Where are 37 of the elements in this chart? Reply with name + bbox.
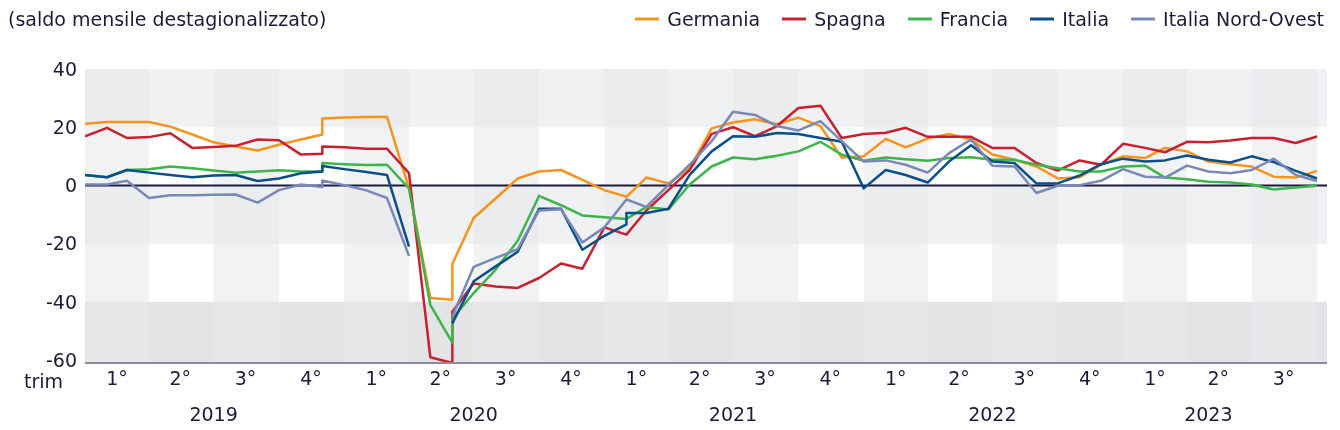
y-tick-label: 0 (64, 174, 77, 197)
x-tick-label: 1° (1144, 367, 1166, 389)
y-tick-label: 40 (52, 57, 77, 80)
x-tick-label: 2° (429, 367, 452, 389)
x-tick-label: 3° (754, 367, 776, 389)
y-tick-label: -40 (45, 290, 77, 313)
x-tick-label: 4° (819, 367, 842, 389)
legend-label: Italia Nord-Ovest (1163, 8, 1324, 30)
x-tick-label: 1° (884, 367, 907, 389)
x-tick-label: 4° (560, 367, 582, 389)
x-axis-title: trim (24, 370, 64, 392)
x2-tick-label: 2023 (1184, 403, 1233, 425)
legend-label: Italia (1062, 8, 1110, 30)
x-tick-label: 2° (1207, 367, 1230, 389)
x-tick-label: 3° (1272, 367, 1295, 389)
x-tick-label: 2° (169, 367, 192, 389)
y-axis-title: (saldo mensile destagionalizzato) (8, 8, 327, 30)
x-tick-label: 4° (1078, 367, 1101, 389)
x-tick-label: 2° (688, 367, 711, 389)
x-tick-label: 4° (300, 367, 322, 389)
legend-label: Francia (939, 8, 1009, 30)
x-tick-label: 1° (365, 367, 388, 389)
y-tick-label: 20 (52, 115, 77, 138)
x-tick-label: 1° (625, 367, 648, 389)
x-tick-label: 3° (234, 367, 257, 389)
x-tick-label: 1° (106, 367, 128, 389)
x2-tick-label: 2020 (449, 403, 498, 425)
x-tick-label: 2° (948, 367, 970, 389)
x2-tick-label: 2022 (968, 403, 1017, 425)
x-tick-label: 3° (494, 367, 517, 389)
y-tick-label: -60 (45, 348, 77, 371)
legend-label: Germania (667, 8, 761, 30)
legend-label: Spagna (814, 8, 886, 30)
x2-tick-label: 2019 (189, 403, 238, 425)
x-tick-label: 3° (1013, 367, 1036, 389)
x2-tick-label: 2021 (708, 403, 758, 425)
y-tick-label: -20 (45, 232, 77, 255)
